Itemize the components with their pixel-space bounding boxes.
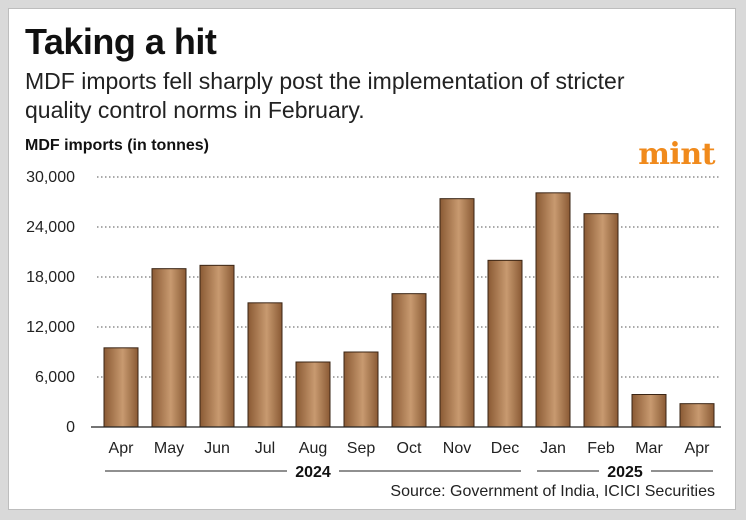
mint-logo: mint [638, 137, 715, 172]
bar [583, 213, 619, 428]
y-axis-title: MDF imports (in tonnes) [25, 137, 209, 154]
bar [679, 403, 715, 428]
bar [151, 268, 187, 428]
y-tick-label: 12,000 [26, 319, 75, 336]
x-tick-label: Aug [299, 440, 327, 457]
bar-chart: 0 6,000 12,000 18,000 24,000 30,000 Apr May Jun J… [26, 169, 721, 481]
y-tick-label: 18,000 [26, 269, 75, 286]
bar [295, 361, 331, 428]
bar [439, 198, 475, 428]
bar [103, 347, 139, 428]
x-tick-label: Oct [397, 440, 422, 457]
chart-card: Taking a hit MDF imports fell sharply po… [8, 8, 736, 510]
x-tick-label: Apr [109, 440, 135, 457]
bar [487, 259, 523, 428]
x-tick-label: Jan [540, 440, 566, 457]
x-tick-label: Mar [635, 440, 663, 457]
year-label: 2024 [295, 464, 331, 481]
source-note: Source: Government of India, ICICI Secur… [390, 483, 715, 500]
y-tick-label: 24,000 [26, 219, 75, 236]
x-tick-label: Dec [491, 440, 519, 457]
x-tick-label: May [154, 440, 184, 457]
y-tick-label: 0 [66, 419, 75, 436]
x-tick-label: Apr [685, 440, 711, 457]
x-tick-label: Jul [255, 440, 275, 457]
bar [247, 302, 283, 428]
chart-subtitle: MDF imports fell sharply post the implem… [25, 68, 625, 123]
x-tick-label: Sep [347, 440, 376, 457]
year-label: 2025 [607, 464, 643, 481]
x-tick-label: Jun [204, 440, 230, 457]
bar [631, 394, 667, 428]
y-tick-label: 30,000 [26, 169, 75, 186]
x-tick-label: Nov [443, 440, 471, 457]
bar [199, 264, 235, 428]
bar [535, 192, 571, 428]
y-tick-label: 6,000 [35, 369, 75, 386]
bar [343, 351, 379, 428]
bar [391, 293, 427, 428]
chart-title: Taking a hit [25, 21, 217, 62]
x-tick-label: Feb [587, 440, 615, 457]
